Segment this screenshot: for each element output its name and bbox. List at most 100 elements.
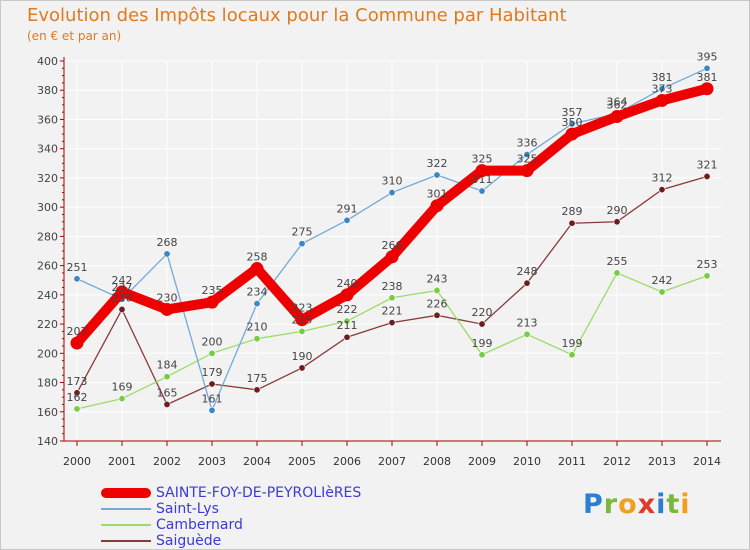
data-point (298, 240, 306, 248)
logo-letter: x (637, 489, 657, 520)
data-point (298, 364, 306, 372)
data-label: 230 (112, 291, 133, 304)
data-label: 240 (337, 277, 358, 290)
x-tick-label: 2010 (513, 455, 541, 468)
data-label: 350 (562, 116, 583, 129)
y-tick-label: 220 (37, 318, 58, 331)
data-point (298, 327, 306, 335)
data-point (208, 406, 216, 414)
data-point (118, 395, 126, 403)
data-point (343, 216, 351, 224)
data-point (160, 302, 174, 316)
legend-swatch (101, 488, 151, 498)
logo-letter: r (603, 489, 619, 520)
y-tick-label: 200 (37, 347, 58, 360)
data-point (613, 269, 621, 277)
data-label: 312 (652, 172, 673, 185)
data-label: 200 (202, 335, 223, 348)
data-point (523, 151, 531, 159)
data-point (610, 110, 624, 124)
data-label: 237 (112, 281, 133, 294)
data-point (388, 294, 396, 302)
y-tick-label: 320 (37, 172, 58, 185)
data-point (613, 218, 621, 226)
y-tick-label: 160 (37, 406, 58, 419)
data-point (163, 400, 171, 408)
data-point (208, 349, 216, 357)
data-label: 357 (562, 106, 583, 119)
data-label: 291 (337, 202, 358, 215)
data-point (658, 85, 666, 93)
data-label: 226 (427, 297, 448, 310)
data-point (208, 380, 216, 388)
data-point (385, 250, 399, 264)
data-label: 222 (337, 303, 358, 316)
data-label: 325 (517, 153, 538, 166)
data-label: 234 (247, 286, 268, 299)
data-point (163, 373, 171, 381)
data-label: 248 (517, 265, 538, 278)
data-point (433, 286, 441, 294)
logo-letter: i (680, 489, 691, 520)
data-point (388, 319, 396, 327)
data-label: 395 (697, 50, 718, 63)
data-point (205, 295, 219, 309)
data-point (478, 320, 486, 328)
data-label: 255 (607, 255, 628, 268)
x-tick-label: 2009 (468, 455, 496, 468)
x-tick-label: 2007 (378, 455, 406, 468)
data-label: 381 (697, 71, 718, 84)
logo-letter: i (656, 489, 667, 520)
data-label: 161 (202, 392, 223, 405)
data-label: 362 (607, 99, 628, 112)
x-tick-label: 2011 (558, 455, 586, 468)
data-point (523, 279, 531, 287)
data-point (478, 351, 486, 359)
data-label: 301 (427, 188, 448, 201)
data-label: 381 (652, 71, 673, 84)
data-label: 190 (292, 350, 313, 363)
data-label: 242 (112, 274, 133, 287)
logo-letter: P (583, 489, 604, 520)
data-label: 221 (382, 305, 403, 318)
data-point (343, 333, 351, 341)
data-label: 258 (247, 251, 268, 264)
data-point (658, 288, 666, 296)
data-label: 251 (67, 261, 88, 274)
data-label: 243 (427, 272, 448, 285)
y-tick-label: 340 (37, 143, 58, 156)
logo-letter: o (618, 489, 638, 520)
data-label: 321 (697, 158, 718, 171)
data-label: 238 (382, 280, 403, 293)
data-point (430, 199, 444, 213)
data-label: 199 (472, 337, 493, 350)
data-point (73, 405, 81, 413)
data-point (253, 300, 261, 308)
chart-title: Evolution des Impôts locaux pour la Comm… (27, 5, 567, 26)
data-label: 162 (67, 391, 88, 404)
data-label: 289 (562, 205, 583, 218)
data-label: 175 (247, 372, 268, 385)
data-point (568, 219, 576, 227)
data-point (655, 93, 669, 107)
data-point (163, 250, 171, 258)
x-tick-label: 2004 (243, 455, 271, 468)
data-label: 179 (202, 366, 223, 379)
data-point (520, 164, 534, 178)
x-tick-label: 2000 (63, 455, 91, 468)
data-point (703, 272, 711, 280)
data-point (568, 120, 576, 128)
legend-label: SAINTE-FOY-DE-PEYROLIèRES (156, 485, 362, 501)
data-point (658, 186, 666, 194)
data-point (388, 189, 396, 197)
legend-label: Cambernard (156, 517, 243, 533)
legend-swatch (101, 508, 151, 510)
data-label: 373 (652, 82, 673, 95)
data-label: 207 (67, 325, 88, 338)
data-point (250, 262, 264, 276)
data-point (340, 288, 354, 302)
data-point (115, 285, 129, 299)
data-label: 364 (607, 96, 628, 109)
data-label: 266 (382, 239, 403, 252)
y-tick-label: 280 (37, 230, 58, 243)
